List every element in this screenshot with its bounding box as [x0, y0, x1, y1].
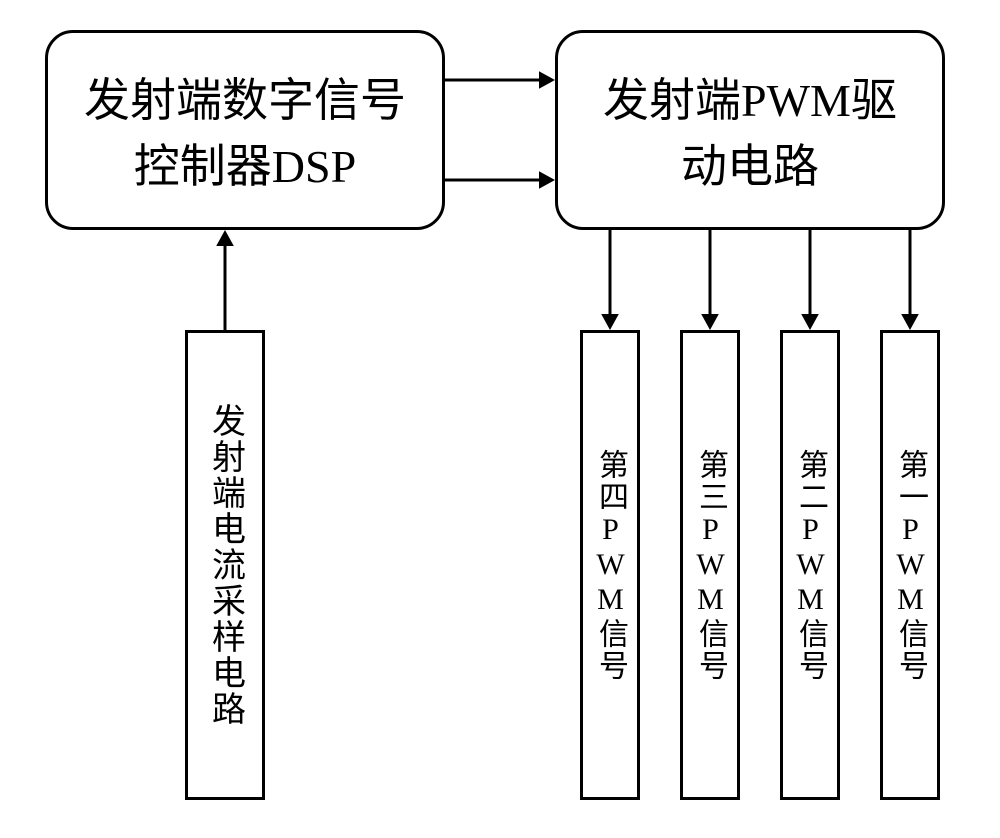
dsp-controller-block: 发射端数字信号 控制器DSP — [45, 30, 445, 230]
pwm-signal-3-label: 第三PWM信号 — [688, 449, 732, 682]
dsp-label-line1: 发射端数字信号 — [84, 64, 406, 130]
pwm-signal-2-label: 第二PWM信号 — [788, 449, 832, 682]
dsp-label: 发射端数字信号 控制器DSP — [84, 64, 406, 196]
current-sampling-label: 发射端电流采样电路 — [201, 403, 250, 727]
pwm-signal-1-block: 第一PWM信号 — [880, 330, 940, 800]
pwm-driver-label: 发射端PWM驱 动电路 — [603, 64, 897, 196]
pwm-signal-4-label: 第四PWM信号 — [588, 449, 632, 682]
pwm-signal-4-block: 第四PWM信号 — [580, 330, 640, 800]
pwm-signal-3-block: 第三PWM信号 — [680, 330, 740, 800]
dsp-label-line2: 控制器DSP — [84, 130, 406, 196]
current-sampling-block: 发射端电流采样电路 — [185, 330, 265, 800]
pwm-driver-block: 发射端PWM驱 动电路 — [555, 30, 945, 230]
pwm-driver-label-line1: 发射端PWM驱 — [603, 64, 897, 130]
pwm-signal-1-label: 第一PWM信号 — [888, 449, 932, 682]
pwm-signal-2-block: 第二PWM信号 — [780, 330, 840, 800]
pwm-driver-label-line2: 动电路 — [603, 130, 897, 196]
